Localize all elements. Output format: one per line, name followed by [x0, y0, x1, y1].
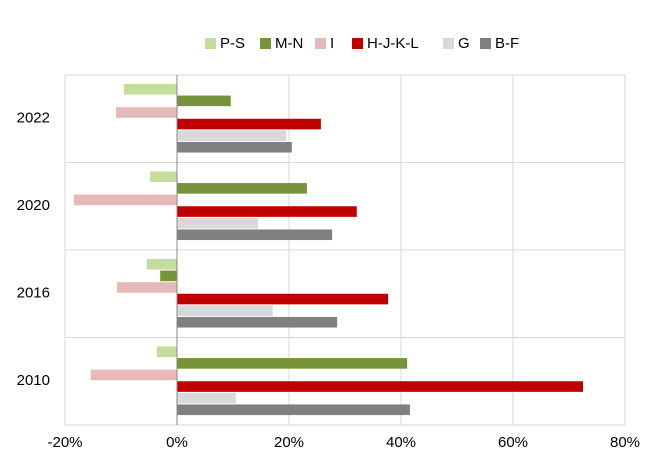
bar: [177, 305, 273, 316]
legend-swatch: [352, 38, 363, 49]
x-tick-label: 80%: [610, 434, 640, 450]
legend-swatch: [480, 38, 491, 49]
bar: [115, 107, 177, 118]
bar: [177, 141, 292, 153]
bar: [177, 217, 259, 229]
x-tick-label: 20%: [274, 434, 304, 450]
bar: [177, 404, 410, 416]
bar: [177, 229, 333, 241]
y-tick-label: 2020: [17, 197, 50, 214]
bar: [177, 381, 583, 392]
legend-swatch: [315, 38, 326, 49]
legend-swatch: [260, 38, 271, 49]
bar: [177, 293, 389, 305]
bar: [177, 95, 231, 107]
bar: [73, 194, 177, 206]
y-tick-label: 2016: [17, 285, 50, 302]
legend-label: B-F: [495, 35, 519, 52]
legend-label: P-S: [220, 35, 245, 52]
bar: [117, 282, 177, 293]
legend-label: H-J-K-L: [367, 35, 419, 52]
bar: [90, 369, 177, 381]
legend-label: M-N: [275, 35, 303, 52]
bar: [177, 392, 236, 404]
bar: [156, 346, 177, 358]
bar: [177, 183, 307, 194]
legend-label: I: [330, 35, 334, 52]
x-tick-label: 40%: [386, 434, 416, 450]
legend-swatch: [443, 38, 454, 49]
bar: [177, 206, 357, 217]
bar: [177, 358, 408, 369]
y-tick-label: 2010: [17, 372, 50, 389]
y-tick-label: 2022: [17, 110, 50, 127]
x-tick-label: 0%: [166, 434, 188, 450]
bar: [177, 316, 338, 328]
x-tick-label: 60%: [498, 434, 528, 450]
legend-swatch: [205, 38, 216, 49]
x-tick-label: -20%: [47, 434, 82, 450]
bar: [160, 270, 177, 282]
bar: [177, 118, 321, 130]
bar: [177, 130, 287, 141]
legend-label: G: [458, 35, 470, 52]
bar: [123, 83, 177, 95]
bar: [146, 258, 177, 270]
bar: [150, 171, 177, 183]
